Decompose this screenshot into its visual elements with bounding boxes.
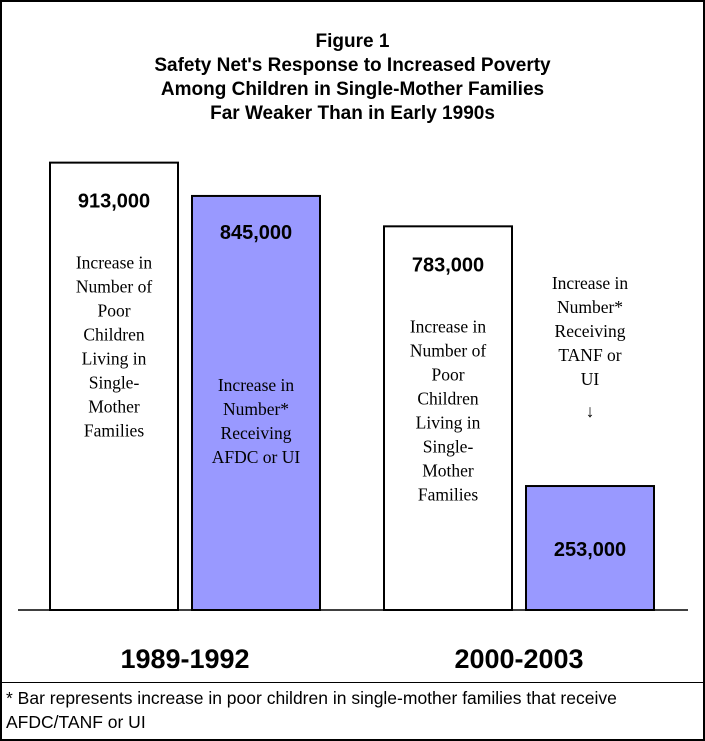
chart-title: Figure 1 Safety Net's Response to Increa…	[0, 30, 705, 126]
category-label-1: 2000-2003	[454, 644, 583, 674]
bar-description-1-0-3: Children	[417, 388, 478, 408]
bar-description-0-1-1: Number*	[223, 399, 289, 419]
footnote: * Bar represents increase in poor childr…	[6, 688, 617, 732]
bar-description-0-0-0: Increase in	[76, 253, 153, 273]
footnote-divider	[0, 682, 705, 683]
bar-description-0-0-6: Mother	[88, 397, 140, 417]
value-label-0-0: 913,000	[78, 191, 150, 213]
bar-description-1-0-7: Families	[418, 484, 478, 504]
bar-description-0-1-2: Receiving	[221, 423, 292, 443]
bar-description-1-0-5: Single-	[423, 436, 474, 456]
title-line-1: Figure 1	[315, 31, 390, 52]
bar-description-1-1-1: Number*	[557, 297, 623, 317]
bar-description-1-1-0: Increase in	[552, 273, 629, 293]
bar-0-1	[191, 194, 321, 611]
bar-description-0-0-5: Single-	[89, 373, 140, 393]
value-label-0-1: 845,000	[220, 222, 292, 244]
title-line-2: Safety Net's Response to Increased Pover…	[154, 55, 551, 76]
bar-description-1-1-4: UI	[581, 369, 600, 389]
title-line-3: Among Children in Single-Mother Families	[160, 79, 545, 100]
bar-description-0-0-1: Number of	[76, 277, 152, 297]
bar-description-1-0-0: Increase in	[410, 316, 487, 336]
bar-description-1-1-3: TANF or	[558, 345, 621, 365]
bar-description-1-0-4: Living in	[416, 412, 481, 432]
bar-description-0-1-3: AFDC or UI	[212, 447, 301, 467]
bar-description-1-0-2: Poor	[431, 364, 464, 384]
bar-description-1-1-5: ↓	[586, 401, 595, 421]
value-label-1-1: 253,000	[554, 539, 626, 561]
bar-1-1	[525, 485, 655, 611]
bar-description-0-1-0: Increase in	[218, 375, 295, 395]
bar-description-0-0-4: Living in	[82, 349, 147, 369]
bar-chart: 913,000 Increase in Number of Poor Children L…	[18, 161, 688, 674]
bar-description-1-0-1: Number of	[410, 340, 486, 360]
title-line-4: Far Weaker Than in Early 1990s	[210, 103, 495, 124]
bar-description-0-0-2: Poor	[97, 301, 130, 321]
bar-0-0	[49, 161, 179, 611]
category-label-0: 1989-1992	[120, 644, 249, 674]
bar-description-0-0-7: Families	[84, 421, 144, 441]
bar-description-1-1-2: Receiving	[555, 321, 626, 341]
bar-1-0	[383, 225, 513, 612]
bar-description-0-0-3: Children	[83, 325, 144, 345]
bar-description-1-0-6: Mother	[422, 460, 474, 480]
value-label-1-0: 783,000	[412, 254, 484, 276]
